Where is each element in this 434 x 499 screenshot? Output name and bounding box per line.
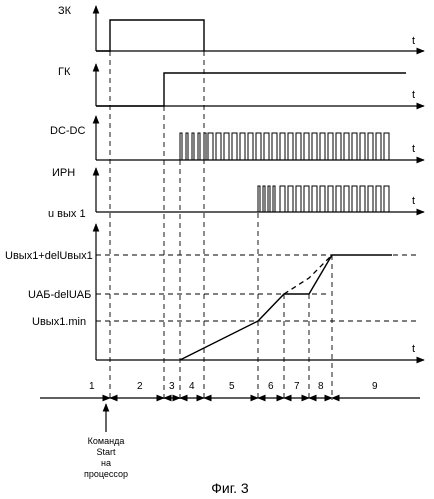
dcdc-pulse-train [180,133,389,160]
figure-caption: Фиг. 3 [211,480,249,496]
uout-dashed-curve [284,255,332,294]
interval-4: 4 [189,381,195,392]
level-high-label: Uвых1+delUвых1 [5,250,93,262]
label-irn: ИРН [52,167,75,179]
label-zk: ЗК [58,5,72,17]
irn-pulse [280,186,389,212]
t-label-gk: t [412,89,415,101]
gk-signal [96,73,406,106]
level-low-label: Uвых1.min [32,316,86,328]
interval-9: 9 [372,381,378,392]
irn-pulse-start [258,186,275,212]
interval-3: 3 [169,381,175,392]
interval-8: 8 [318,381,324,392]
level-mid-label: UАБ-delUАБ [28,289,91,301]
interval-1: 1 [89,381,95,392]
svg-text:Start: Start [96,447,116,457]
t-label-zk: t [412,35,415,47]
interval-5: 5 [229,381,235,392]
label-gk: ГК [58,66,71,78]
guide-lines [96,51,418,400]
svg-text:процессор: процессор [84,469,128,479]
label-dcdc: DC-DC [50,125,85,137]
axes [96,6,424,360]
dcdc-pulse-start [180,133,206,160]
command-label: Команда Start на процессор [84,436,128,479]
t-label-uout: t [412,343,415,355]
dcdc-pulse [208,133,389,160]
svg-text:на: на [101,458,111,468]
interval-2: 2 [137,381,143,392]
irn-pulse-train [258,186,389,212]
t-label-dcdc: t [412,143,415,155]
uout-curve [180,255,392,360]
label-uout: u вых 1 [48,208,86,220]
interval-6: 6 [268,381,274,392]
interval-7: 7 [294,381,300,392]
t-label-irn: t [412,195,415,207]
svg-text:Команда: Команда [88,436,125,446]
zk-signal [96,20,204,51]
